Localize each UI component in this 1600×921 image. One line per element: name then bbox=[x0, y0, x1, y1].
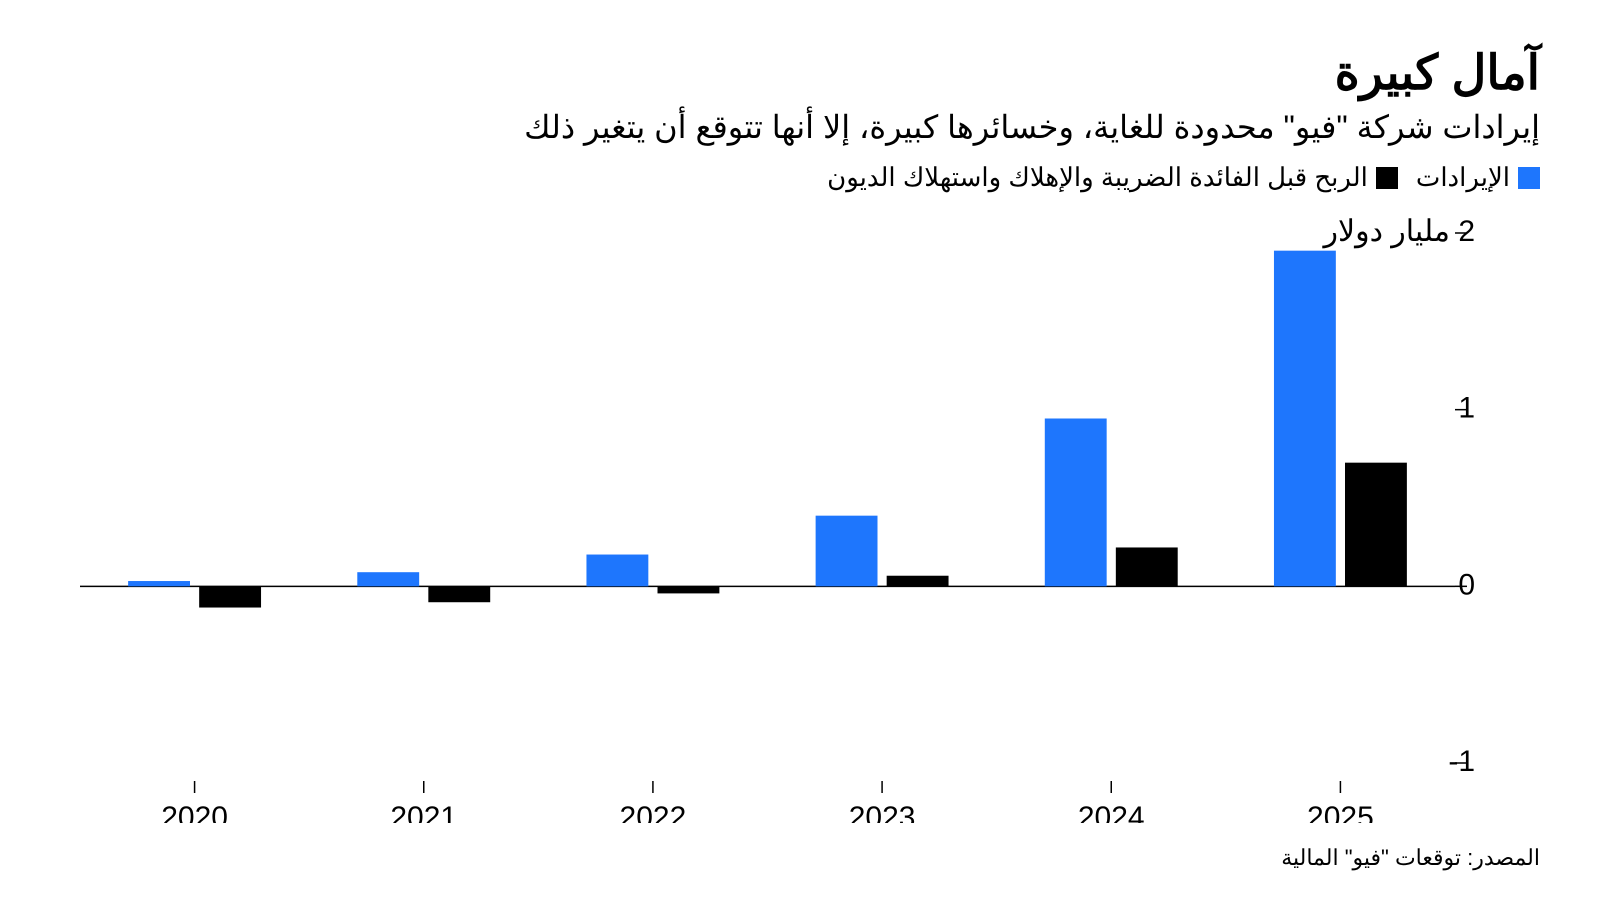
bar-revenue bbox=[816, 516, 878, 587]
bar-ebitda bbox=[1345, 463, 1407, 587]
bar-ebitda bbox=[428, 587, 490, 603]
bar-revenue bbox=[357, 573, 419, 587]
x-tick-label: 2025 bbox=[1307, 801, 1374, 823]
x-tick-label: 2022 bbox=[620, 801, 687, 823]
bar-ebitda bbox=[658, 587, 720, 594]
legend-label-ebitda: الربح قبل الفائدة الضريبة والإهلاك واسته… bbox=[827, 162, 1368, 193]
x-tick-label: 2021 bbox=[390, 801, 457, 823]
bar-revenue bbox=[1045, 419, 1107, 587]
y-tick-label: 2 مليار دولار bbox=[1322, 215, 1475, 249]
x-tick-label: 2024 bbox=[1078, 801, 1145, 823]
bar-revenue bbox=[128, 581, 190, 586]
bar-ebitda bbox=[887, 576, 949, 587]
legend-item-revenue: الإيرادات bbox=[1416, 162, 1540, 193]
bar-ebitda bbox=[1116, 548, 1178, 587]
bar-revenue bbox=[1274, 251, 1336, 587]
x-tick-label: 2020 bbox=[161, 801, 228, 823]
legend-item-ebitda: الربح قبل الفائدة الضريبة والإهلاك واسته… bbox=[827, 162, 1398, 193]
legend-swatch-ebitda bbox=[1376, 167, 1398, 189]
chart-title: آمال كبيرة bbox=[60, 48, 1540, 101]
chart-subtitle: إيرادات شركة "فيو" محدودة للغاية، وخسائر… bbox=[60, 107, 1540, 149]
y-tick-label: 1 bbox=[1458, 392, 1475, 425]
y-tick-label: 1- bbox=[1448, 745, 1475, 778]
bar-ebitda bbox=[199, 587, 261, 608]
chart-container: آمال كبيرة إيرادات شركة "فيو" محدودة للغ… bbox=[0, 0, 1600, 921]
x-tick-label: 2023 bbox=[849, 801, 916, 823]
legend-label-revenue: الإيرادات bbox=[1416, 162, 1510, 193]
chart-plot: 1- 0 1 2 مليار دولار 2020 2021 2022 2023 2024 202… bbox=[60, 203, 1540, 823]
legend: الإيرادات الربح قبل الفائدة الضريبة والإ… bbox=[60, 162, 1540, 193]
bar-revenue bbox=[586, 555, 648, 587]
bar-chart-svg: 1- 0 1 2 مليار دولار 2020 2021 2022 2023 2024 202… bbox=[60, 203, 1540, 823]
chart-source: المصدر: توقعات "فيو" المالية bbox=[60, 845, 1540, 871]
y-tick-label: 0 bbox=[1458, 569, 1475, 602]
legend-swatch-revenue bbox=[1518, 167, 1540, 189]
